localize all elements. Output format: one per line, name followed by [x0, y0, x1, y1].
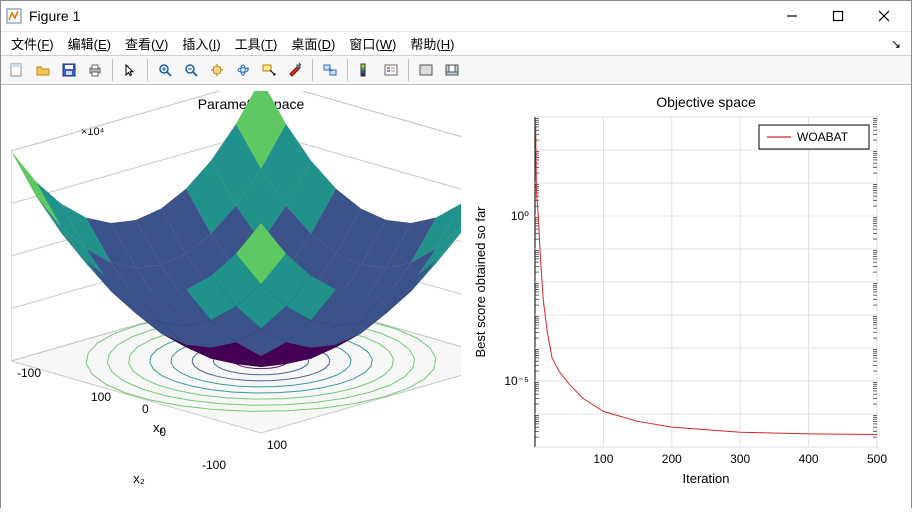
- subplot-objective-space: Objective space 100 200 300 400 500 10⁻⁵ 10⁰ Ite…: [465, 91, 901, 504]
- new-figure-icon[interactable]: [5, 58, 29, 82]
- pointer-icon[interactable]: [118, 58, 142, 82]
- toolbar-separator: [347, 59, 348, 81]
- zoom-in-icon[interactable]: [153, 58, 177, 82]
- svg-text:100: 100: [593, 452, 613, 466]
- menubar-overflow-icon[interactable]: ↘: [891, 37, 907, 51]
- toolbar-separator: [312, 59, 313, 81]
- svg-text:-100: -100: [17, 366, 41, 380]
- toolbar: [1, 56, 911, 85]
- menu-h[interactable]: 帮助(H): [404, 32, 460, 55]
- print-icon[interactable]: [83, 58, 107, 82]
- svg-text:Objective space: Objective space: [656, 94, 756, 110]
- menu-v[interactable]: 查看(V): [119, 32, 174, 55]
- svg-text:WOABAT: WOABAT: [797, 130, 849, 144]
- matlab-figure-icon: [5, 7, 23, 25]
- minimize-button[interactable]: [769, 1, 815, 31]
- toolbar-separator: [147, 59, 148, 81]
- open-icon[interactable]: [31, 58, 55, 82]
- subplot-parameter-space: Parameter space×10⁴00.511.52F1( x₁ , x₂ …: [11, 91, 461, 504]
- svg-text:0: 0: [142, 402, 149, 416]
- svg-text:100: 100: [91, 390, 111, 404]
- menu-d[interactable]: 桌面(D): [285, 32, 341, 55]
- svg-text:10⁻⁵: 10⁻⁵: [504, 374, 529, 388]
- svg-text:100: 100: [267, 438, 287, 452]
- svg-text:-100: -100: [202, 458, 226, 472]
- svg-text:x₂: x₂: [133, 471, 145, 486]
- titlebar: Figure 1: [1, 1, 911, 32]
- link-icon[interactable]: [318, 58, 342, 82]
- close-button[interactable]: [861, 1, 907, 31]
- menubar: 文件(F)编辑(E)查看(V)插入(I)工具(T)桌面(D)窗口(W)帮助(H)…: [1, 32, 911, 56]
- zoom-out-icon[interactable]: [179, 58, 203, 82]
- svg-text:500: 500: [867, 452, 887, 466]
- svg-text:200: 200: [662, 452, 682, 466]
- svg-text:400: 400: [799, 452, 819, 466]
- figure-canvas: Parameter space×10⁴00.511.52F1( x₁ , x₂ …: [1, 85, 911, 512]
- brush-icon[interactable]: [283, 58, 307, 82]
- menu-i[interactable]: 插入(I): [176, 32, 226, 55]
- legend-icon[interactable]: [379, 58, 403, 82]
- figure-window: Figure 1 文件(F)编辑(E)查看(V)插入(I)工具(T)桌面(D)窗…: [0, 0, 912, 508]
- svg-text:0: 0: [159, 425, 166, 439]
- pan-icon[interactable]: [205, 58, 229, 82]
- toolbar-separator: [408, 59, 409, 81]
- menu-e[interactable]: 编辑(E): [62, 32, 117, 55]
- rotate3d-icon[interactable]: [231, 58, 255, 82]
- svg-text:10⁰: 10⁰: [511, 209, 529, 223]
- svg-text:Iteration: Iteration: [683, 471, 730, 486]
- svg-text:300: 300: [730, 452, 750, 466]
- colorbar-icon[interactable]: [353, 58, 377, 82]
- show-plot-tools-icon[interactable]: [440, 58, 464, 82]
- data-cursor-icon[interactable]: [257, 58, 281, 82]
- window-title: Figure 1: [29, 8, 80, 24]
- maximize-button[interactable]: [815, 1, 861, 31]
- save-icon[interactable]: [57, 58, 81, 82]
- menu-f[interactable]: 文件(F): [5, 32, 60, 55]
- menu-t[interactable]: 工具(T): [229, 32, 284, 55]
- menu-w[interactable]: 窗口(W): [343, 32, 402, 55]
- svg-text:Best score obtained so far: Best score obtained so far: [473, 206, 488, 358]
- hide-plot-tools-icon[interactable]: [414, 58, 438, 82]
- toolbar-separator: [112, 59, 113, 81]
